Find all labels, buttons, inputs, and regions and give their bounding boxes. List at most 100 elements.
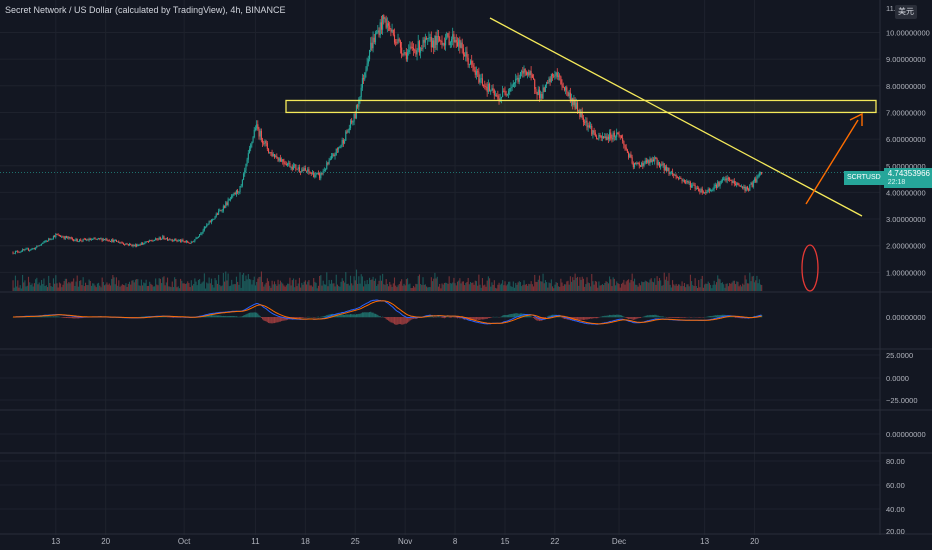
- volume-bar: [437, 286, 440, 291]
- volume-bar: [475, 281, 478, 291]
- macd-histogram-bar: [503, 315, 505, 318]
- candle-body: [339, 147, 341, 149]
- volume-bar: [693, 286, 695, 291]
- macd-histogram-bar: [576, 317, 579, 321]
- macd-histogram-bar: [361, 312, 363, 318]
- volume-bar: [281, 282, 283, 291]
- price-tick-label: 2.00000000: [886, 242, 926, 251]
- candle-body: [647, 160, 649, 163]
- volume-bar: [210, 278, 213, 291]
- macd-histogram-bar: [590, 317, 592, 319]
- volume-bar: [534, 274, 536, 291]
- macd-histogram-bar: [62, 317, 64, 318]
- candle-body: [725, 178, 727, 181]
- candle-body: [212, 219, 214, 221]
- volume-bar: [170, 287, 172, 291]
- volume-bar: [403, 283, 405, 291]
- candle-body: [402, 53, 404, 55]
- volume-bar: [571, 281, 573, 291]
- volume-bar: [493, 280, 495, 291]
- macd-histogram-bar: [43, 316, 45, 318]
- pane-separators[interactable]: [0, 0, 932, 535]
- candle-body: [616, 132, 618, 137]
- volume-bar: [399, 281, 401, 291]
- candle-body: [245, 163, 247, 171]
- currency-button[interactable]: 美元: [895, 5, 917, 19]
- candle-body: [202, 230, 204, 233]
- macd-histogram-bar: [597, 317, 599, 319]
- volume-bar: [241, 274, 243, 291]
- macd-histogram-bar: [580, 317, 582, 320]
- drawing-overlays[interactable]: [0, 17, 880, 292]
- macd-histogram-bar: [313, 317, 315, 318]
- candle-body: [541, 94, 543, 99]
- candle-body: [114, 239, 116, 241]
- macd-histogram-bar: [359, 313, 361, 318]
- volume-bar: [466, 281, 468, 291]
- volume-bar: [509, 281, 511, 291]
- candle-body: [644, 160, 646, 164]
- macd-histogram-bar: [643, 316, 645, 318]
- macd-histogram-bar: [633, 317, 636, 320]
- grid-lines: [0, 0, 880, 535]
- candle-body: [743, 186, 745, 189]
- macd-histogram-bar: [172, 317, 175, 318]
- candle-body: [472, 64, 474, 68]
- macd-histogram-bar: [344, 314, 346, 318]
- volume-bar: [108, 283, 110, 291]
- candle-body: [138, 244, 140, 246]
- time-axis[interactable]: 13 20 Oct 11 18 25 Nov 8 15 22 Dec 13 20: [51, 537, 759, 546]
- candle-body: [354, 113, 356, 119]
- macd-histogram-bar: [347, 314, 349, 318]
- candle-body: [556, 72, 558, 77]
- candle-body: [530, 71, 532, 75]
- macd-histogram-bar: [401, 317, 403, 325]
- volume-bar: [175, 279, 177, 291]
- price-tick-label: 11.: [886, 4, 896, 13]
- candle-body: [64, 236, 66, 239]
- candle-body: [405, 52, 407, 60]
- macd-histogram-bar: [574, 317, 576, 321]
- volume-bar: [639, 285, 642, 291]
- macd-histogram-bar: [431, 316, 434, 318]
- volume-bar: [166, 277, 169, 291]
- macd-histogram-bar: [259, 316, 261, 318]
- volume-bar: [541, 281, 543, 291]
- volume-bar: [313, 278, 315, 291]
- bar-countdown: 22:18: [887, 179, 906, 186]
- volume-bar: [431, 281, 434, 291]
- volume-bar: [326, 272, 328, 291]
- candle-body: [162, 236, 164, 239]
- candle-body: [706, 191, 708, 193]
- candle-body: [675, 174, 677, 178]
- macd-histogram-bar: [658, 316, 661, 318]
- volume-bar: [654, 278, 656, 291]
- candle-body: [610, 132, 612, 139]
- last-price: 4.74353966: [887, 169, 930, 178]
- volume-bar: [136, 279, 138, 291]
- candle-body: [37, 245, 39, 247]
- volume-bar: [365, 284, 367, 291]
- candle-body: [700, 188, 702, 192]
- candle-body: [686, 180, 688, 183]
- candle-body: [412, 47, 415, 50]
- candle-body: [510, 87, 512, 89]
- price-axis[interactable]: 11.1.000000002.000000003.000000004.00000…: [886, 4, 930, 536]
- macd-histogram-bar: [717, 314, 719, 318]
- candle-body: [112, 239, 114, 243]
- volume-bar: [573, 280, 575, 291]
- volume-bar: [433, 278, 435, 291]
- price-tick-label: 8.00000000: [886, 82, 926, 91]
- volume-bar: [510, 286, 512, 291]
- volume-bar: [152, 286, 154, 291]
- volume-bar: [69, 283, 71, 291]
- volume-bar: [414, 287, 416, 291]
- candle-body: [367, 59, 369, 64]
- rsi-tick-label: 20.00: [886, 527, 905, 536]
- candle-body: [452, 34, 454, 40]
- candle-body: [323, 170, 325, 172]
- candle-body: [83, 238, 85, 240]
- candle-body: [351, 120, 353, 123]
- candle-body: [244, 170, 246, 174]
